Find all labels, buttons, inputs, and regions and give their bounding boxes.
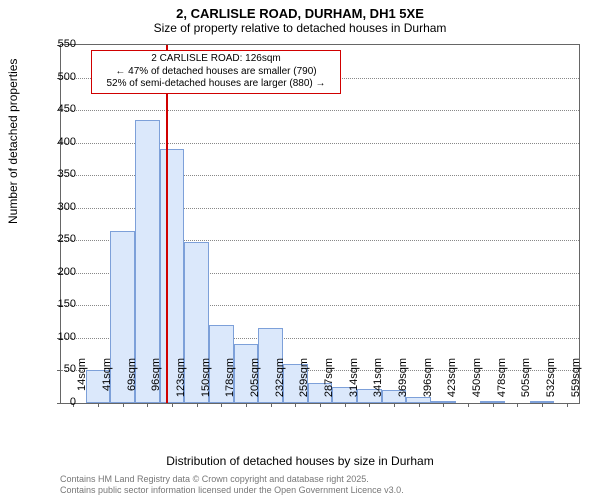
xtick-mark [542, 403, 543, 407]
ytick-label: 50 [26, 363, 76, 375]
xtick-label: 69sqm [126, 358, 138, 408]
xtick-label: 396sqm [422, 358, 434, 408]
x-axis-label: Distribution of detached houses by size … [0, 454, 600, 468]
annotation-box: 2 CARLISLE ROAD: 126sqm← 47% of detached… [91, 50, 341, 94]
xtick-mark [246, 403, 247, 407]
ytick-label: 400 [26, 136, 76, 148]
annotation-line: 2 CARLISLE ROAD: 126sqm [98, 53, 334, 66]
xtick-label: 259sqm [298, 358, 310, 408]
ytick-label: 200 [26, 266, 76, 278]
xtick-label: 41sqm [101, 358, 113, 408]
xtick-label: 14sqm [76, 358, 88, 408]
xtick-mark [295, 403, 296, 407]
xtick-label: 423sqm [446, 358, 458, 408]
xtick-mark [567, 403, 568, 407]
xtick-mark [172, 403, 173, 407]
xtick-label: 505sqm [520, 358, 532, 408]
xtick-mark [320, 403, 321, 407]
ytick-label: 250 [26, 233, 76, 245]
ytick-label: 550 [26, 38, 76, 50]
ytick-label: 300 [26, 201, 76, 213]
plot-area: 2 CARLISLE ROAD: 126sqm← 47% of detached… [60, 44, 580, 404]
annotation-line: 52% of semi-detached houses are larger (… [98, 78, 334, 91]
chart-title: 2, CARLISLE ROAD, DURHAM, DH1 5XE [0, 0, 600, 21]
xtick-label: 341sqm [372, 358, 384, 408]
xtick-label: 369sqm [397, 358, 409, 408]
xtick-label: 287sqm [323, 358, 335, 408]
xtick-label: 232sqm [274, 358, 286, 408]
ytick-label: 500 [26, 71, 76, 83]
ytick-label: 0 [26, 396, 76, 408]
xtick-mark [493, 403, 494, 407]
xtick-mark [369, 403, 370, 407]
xtick-label: 123sqm [175, 358, 187, 408]
xtick-mark [98, 403, 99, 407]
ytick-label: 150 [26, 298, 76, 310]
xtick-label: 178sqm [224, 358, 236, 408]
ytick-label: 450 [26, 103, 76, 115]
chart-subtitle: Size of property relative to detached ho… [0, 21, 600, 37]
xtick-label: 559sqm [570, 358, 582, 408]
xtick-label: 205sqm [249, 358, 261, 408]
footnote: Contains HM Land Registry data © Crown c… [60, 474, 404, 496]
xtick-mark [123, 403, 124, 407]
xtick-mark [443, 403, 444, 407]
y-axis-label: Number of detached properties [6, 59, 20, 224]
xtick-label: 314sqm [348, 358, 360, 408]
xtick-mark [197, 403, 198, 407]
xtick-mark [394, 403, 395, 407]
ytick-label: 350 [26, 168, 76, 180]
xtick-mark [147, 403, 148, 407]
footnote-line2: Contains public sector information licen… [60, 485, 404, 495]
gridline [61, 110, 579, 111]
xtick-label: 96sqm [150, 358, 162, 408]
xtick-mark [517, 403, 518, 407]
xtick-label: 532sqm [545, 358, 557, 408]
xtick-mark [345, 403, 346, 407]
annotation-line: ← 47% of detached houses are smaller (79… [98, 66, 334, 79]
xtick-label: 450sqm [471, 358, 483, 408]
xtick-mark [468, 403, 469, 407]
chart-container: 2, CARLISLE ROAD, DURHAM, DH1 5XE Size o… [0, 0, 600, 500]
xtick-mark [221, 403, 222, 407]
ytick-label: 100 [26, 331, 76, 343]
xtick-label: 150sqm [200, 358, 212, 408]
xtick-mark [419, 403, 420, 407]
xtick-label: 478sqm [496, 358, 508, 408]
footnote-line1: Contains HM Land Registry data © Crown c… [60, 474, 369, 484]
reference-line [166, 45, 168, 403]
xtick-mark [271, 403, 272, 407]
